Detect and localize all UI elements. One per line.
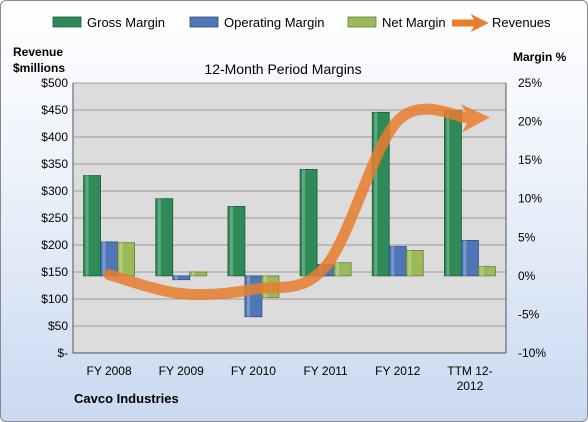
right-tick-label: 25% (518, 76, 542, 90)
left-tick-label: $400 (41, 130, 68, 144)
left-tick-label: $150 (41, 265, 68, 279)
right-tick-label: 10% (518, 192, 542, 206)
legend-operating-margin: Operating Margin (189, 15, 324, 30)
right-tick-label: 15% (518, 153, 542, 167)
left-tick-label: $- (57, 346, 68, 360)
company-name: Cavco Industries (74, 391, 179, 406)
gross-margin-bar-highlight (85, 175, 89, 276)
gross-margin-bar (299, 168, 318, 277)
operating-margin-bar (388, 246, 407, 277)
operating-margin-bar-body (172, 275, 191, 281)
operating-margin-bar-highlight (391, 246, 395, 276)
operating-margin-bar-highlight (102, 241, 106, 276)
legend-label: Revenues (492, 15, 551, 30)
left-tick-label: $100 (41, 292, 68, 306)
left-tick-label: $350 (41, 157, 68, 171)
operating-margin-bar-highlight (174, 275, 178, 280)
gross-margin-bar-highlight (229, 206, 233, 276)
legend: Gross Margin Operating Margin Net Margin Re… (52, 13, 551, 33)
right-tick-label: 0% (518, 269, 536, 283)
left-tick-label: $50 (48, 319, 68, 333)
legend-label: Operating Margin (224, 15, 324, 30)
right-axis-title: Margin % (513, 50, 567, 64)
legend-swatch (189, 16, 219, 28)
legend-net-margin: Net Margin (347, 15, 446, 30)
gross-margin-bar (227, 206, 246, 277)
category-label: FY 2010 (231, 364, 276, 378)
net-margin-bar (333, 262, 352, 277)
gross-margin-bar (155, 198, 174, 277)
legend-label: Net Margin (382, 15, 446, 30)
right-tick-label: -5% (518, 307, 540, 321)
net-margin-bar (189, 271, 208, 277)
net-margin-bar-body (189, 271, 208, 277)
gross-margin-bar-highlight (302, 169, 306, 276)
legend-label: Gross Margin (87, 15, 165, 30)
left-tick-label: $250 (41, 211, 68, 225)
category-label: FY 2011 (303, 364, 348, 378)
category-label: TTM 12- (447, 364, 492, 378)
net-margin-bar (478, 266, 496, 277)
left-tick-label: $200 (41, 238, 68, 252)
category-label: FY 2009 (159, 364, 204, 378)
gross-margin-bar-highlight (157, 198, 161, 276)
net-margin-bar-highlight (480, 266, 484, 276)
right-tick-label: 20% (518, 115, 542, 129)
left-tick-label: $500 (41, 76, 68, 90)
legend-revenues: Revenues (452, 13, 551, 33)
legend-swatch (52, 16, 82, 28)
operating-margin-bar (461, 239, 479, 277)
net-margin-bar-highlight (408, 250, 412, 276)
category-label: FY 2012 (375, 364, 420, 378)
left-tick-label: $300 (41, 184, 68, 198)
operating-margin-bar-highlight (463, 240, 467, 276)
net-margin-bar-highlight (119, 242, 123, 276)
operating-margin-bar (244, 275, 263, 318)
net-margin-bar-highlight (336, 262, 340, 276)
gross-margin-bar-highlight (446, 110, 450, 276)
right-tick-label: 5% (518, 230, 536, 244)
gross-margin-bar-highlight (374, 112, 378, 276)
category-label: FY 2008 (87, 364, 132, 378)
right-tick-label: -10% (518, 346, 546, 360)
gross-margin-bar (444, 110, 462, 277)
net-margin-bar (405, 249, 424, 277)
net-margin-bar (117, 242, 135, 277)
net-margin-bar-highlight (191, 272, 195, 276)
left-axis-title-line2: $millions (13, 61, 65, 75)
net-margin-bar-body (478, 266, 496, 277)
left-tick-label: $450 (41, 103, 68, 117)
gross-margin-bar (83, 175, 101, 277)
chart-title: 12-Month Period Margins (204, 61, 361, 77)
category-label: 2012 (457, 379, 484, 393)
plot-area: $- $50 $100 $150 $200 $250 $300 $350 $400 $450 $50… (41, 76, 546, 393)
legend-gross-margin: Gross Margin (52, 15, 165, 30)
operating-margin-bar-highlight (246, 275, 250, 317)
operating-margin-bar (172, 275, 191, 281)
legend-swatch (347, 16, 377, 28)
left-axis-title-line1: Revenue (13, 45, 63, 59)
